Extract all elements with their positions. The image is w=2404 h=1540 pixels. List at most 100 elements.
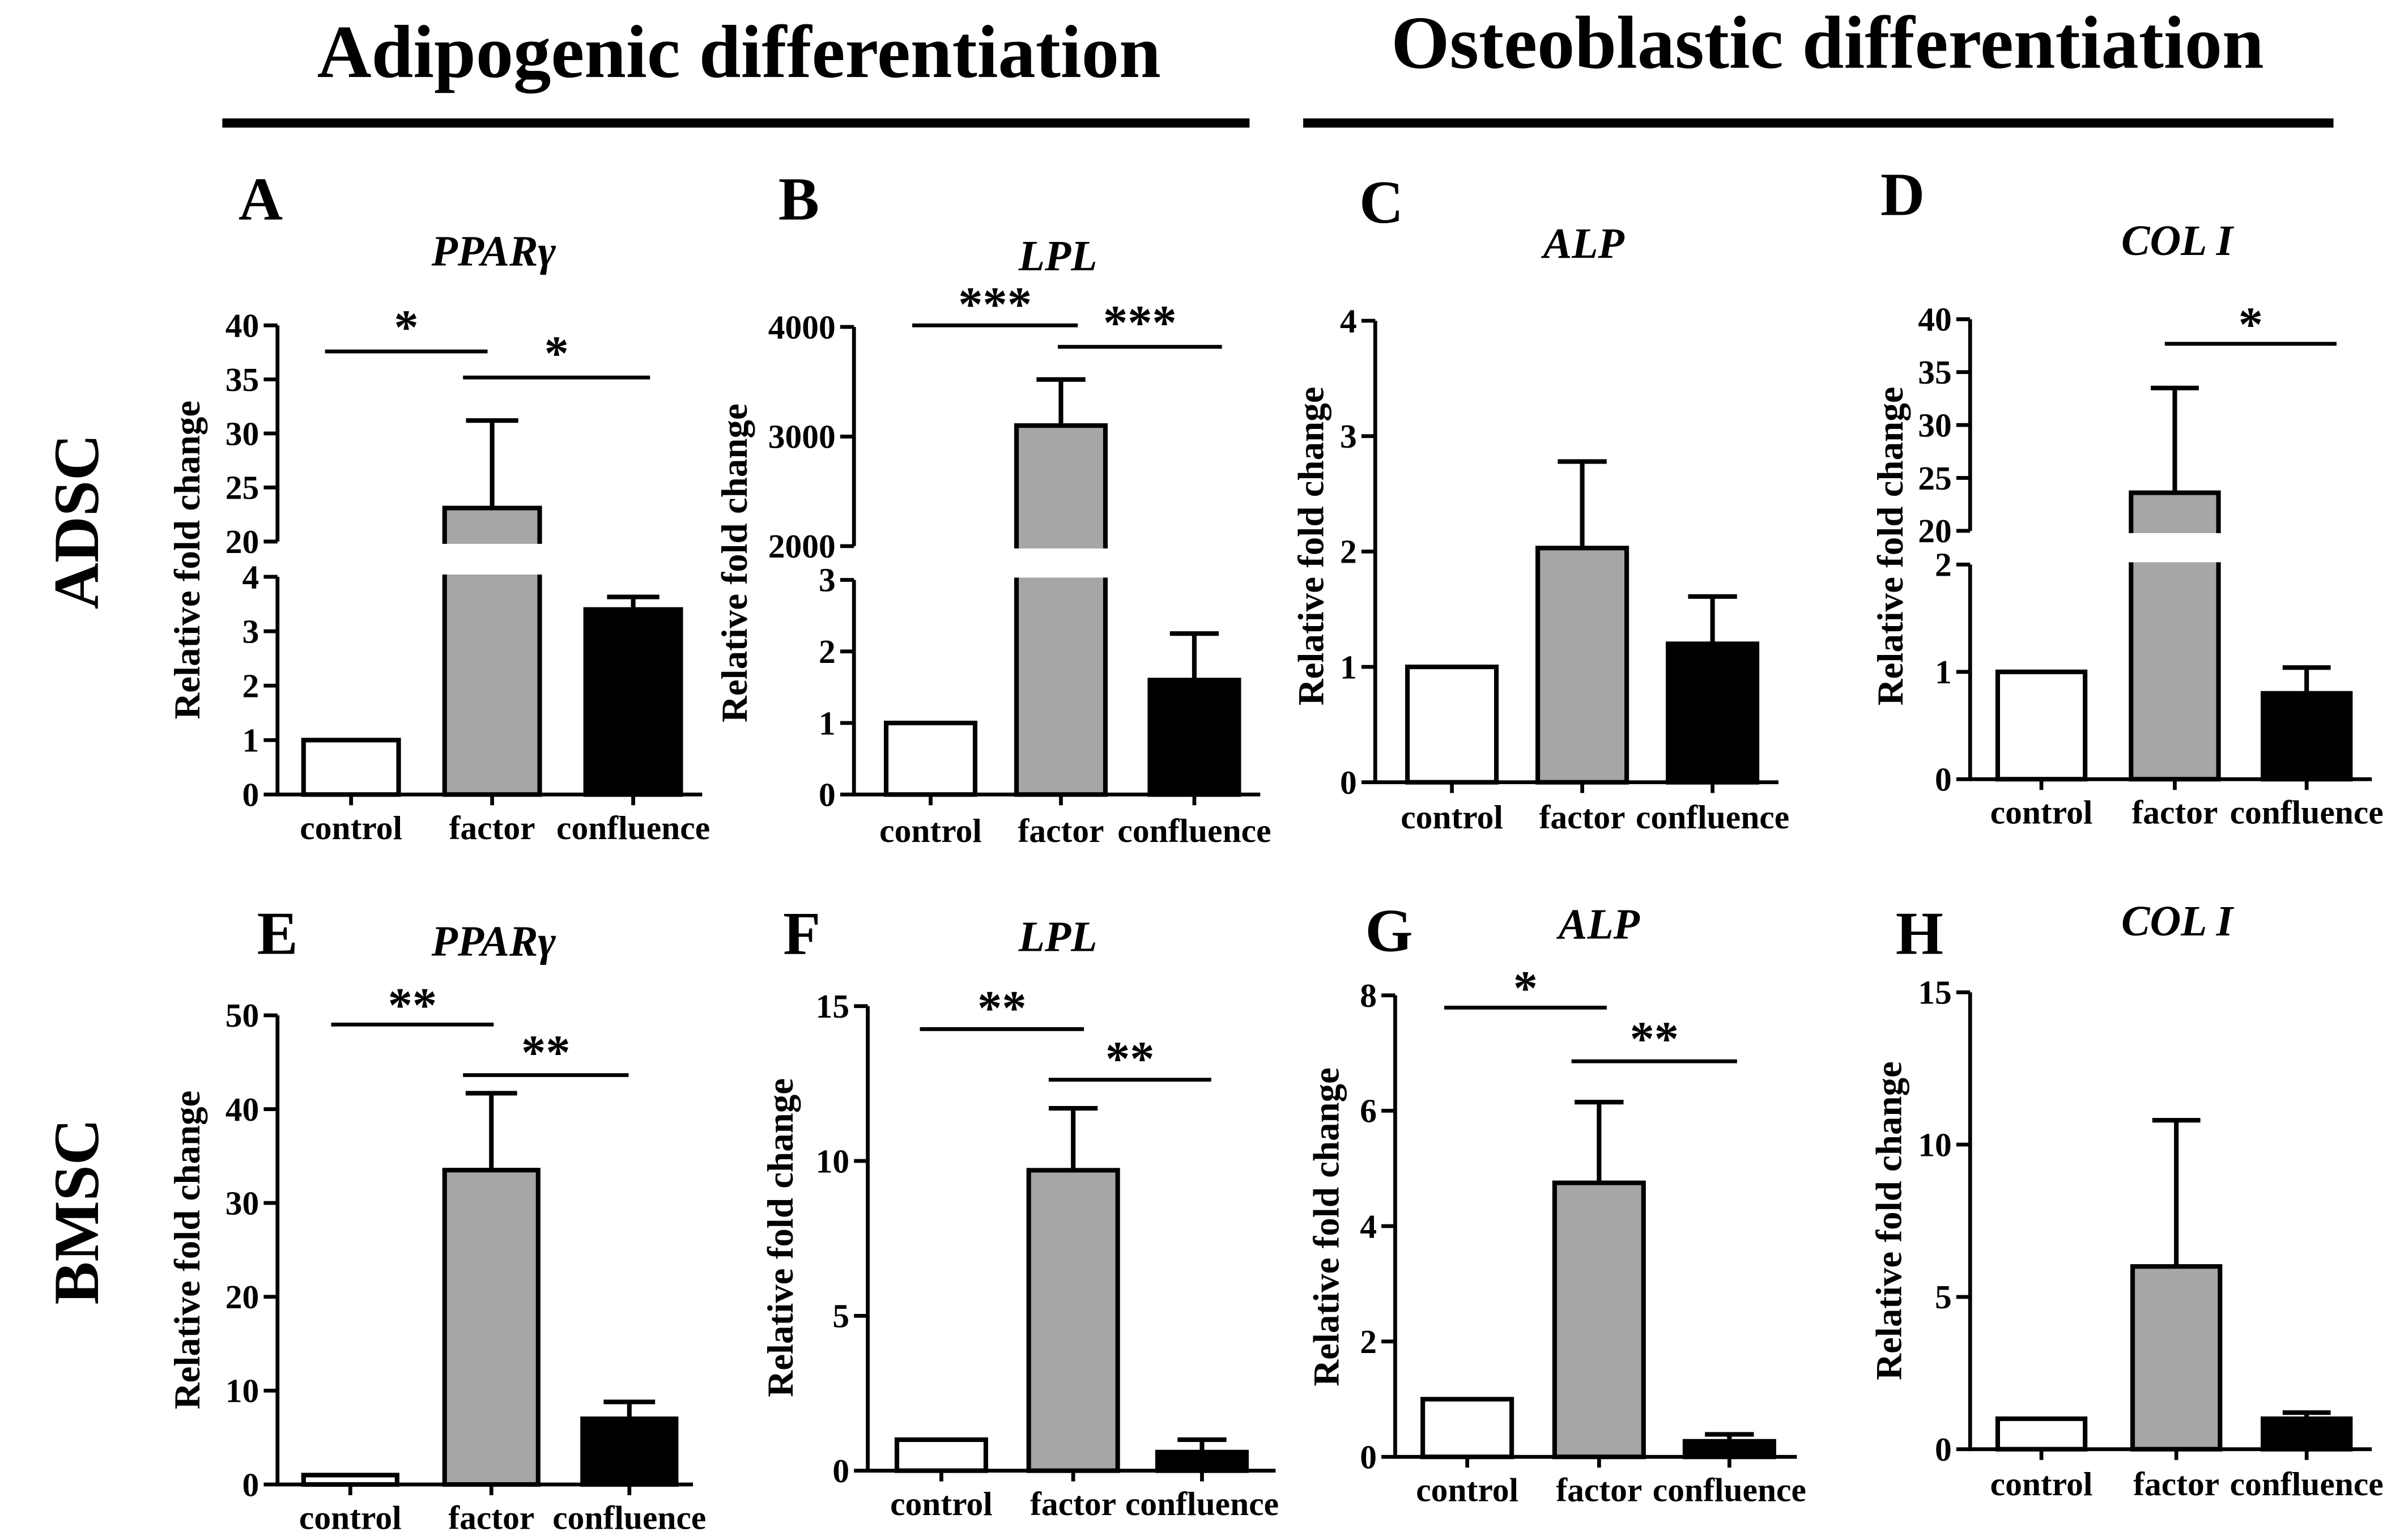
y-tick-label: 40 (225, 1091, 259, 1128)
y-tick-label: 0 (819, 776, 836, 814)
x-tick-label: factor (1018, 812, 1104, 849)
y-tick-label: 3000 (768, 418, 836, 456)
bar-factor (1026, 1168, 1120, 1473)
x-tick-label: control (300, 809, 402, 846)
y-tick-label: 0 (1360, 1439, 1377, 1476)
y-tick-label: 25 (1918, 460, 1952, 497)
bar-confluence (583, 607, 683, 797)
bar-confluence (1666, 641, 1760, 785)
y-tick-label: 10 (1918, 1126, 1952, 1163)
y-tick-label: 30 (1918, 406, 1952, 444)
y-tick-label: 20 (225, 1278, 259, 1316)
panel-title: LPL (1018, 913, 1097, 960)
x-tick-label: factor (449, 809, 535, 846)
panel-title: COL I (2121, 217, 2235, 265)
y-tick-label: 0 (1340, 764, 1357, 801)
y-tick-label: 5 (1935, 1278, 1952, 1316)
bar-control (1420, 1397, 1514, 1460)
panel-label: E (257, 900, 298, 968)
y-tick-label: 1 (242, 722, 259, 759)
y-tick-label: 10 (816, 1142, 850, 1180)
significance-label: ** (977, 981, 1027, 1035)
y-tick-label: 15 (1918, 974, 1952, 1011)
x-tick-label: factor (1556, 1471, 1642, 1509)
panel-label: C (1359, 169, 1403, 236)
y-tick-label: 1 (1935, 653, 1952, 691)
y-tick-label: 30 (225, 415, 259, 452)
bar-control (1995, 1416, 2088, 1452)
x-tick-label: confluence (2230, 794, 2384, 831)
x-tick-label: control (1990, 794, 2093, 831)
bar-factor (1552, 1180, 1646, 1460)
y-tick-label: 3 (242, 612, 259, 650)
significance-label: ** (1105, 1031, 1155, 1086)
y-axis-label: Relative fold change (1870, 387, 1911, 706)
bar-confluence (2260, 691, 2353, 782)
row-label-adsc: ADSC (41, 434, 112, 609)
significance-label: *** (958, 277, 1032, 331)
y-tick-label: 0 (1935, 1431, 1952, 1468)
significance-label: *** (1103, 296, 1177, 350)
panel-a: control factor confluence 0 1 2 3 420 25 30 35 40 * *… (167, 166, 710, 846)
x-tick-label: factor (448, 1499, 534, 1536)
y-tick-label: 0 (1935, 761, 1952, 798)
y-tick-label: 3 (819, 561, 836, 599)
bar-factor (2130, 1264, 2223, 1452)
y-axis-label: Relative fold change (714, 403, 755, 722)
y-axis-label: Relative fold change (1291, 387, 1331, 706)
axis-break-gap (438, 543, 546, 575)
y-tick-label: 1 (819, 704, 836, 742)
x-tick-label: control (1990, 1465, 2093, 1503)
panel-title: ALP (1541, 220, 1625, 267)
y-tick-label: 35 (1918, 354, 1952, 391)
x-tick-label: confluence (552, 1499, 706, 1536)
x-tick-label: factor (1030, 1485, 1116, 1522)
x-tick-label: confluence (1117, 812, 1271, 849)
y-tick-label: 0 (242, 776, 259, 814)
x-tick-label: confluence (1653, 1471, 1806, 1509)
y-tick-label: 4 (242, 558, 259, 595)
x-tick-label: confluence (556, 809, 710, 846)
panel-label: F (783, 900, 820, 968)
x-tick-label: confluence (1125, 1485, 1279, 1522)
bar-control (301, 738, 401, 797)
bar-confluence (2260, 1416, 2353, 1452)
y-tick-label: 4 (1340, 302, 1357, 339)
y-tick-label: 25 (225, 469, 259, 507)
y-tick-label: 40 (225, 307, 259, 344)
y-tick-label: 8 (1360, 977, 1377, 1014)
x-tick-label: confluence (1636, 798, 1789, 836)
significance-label: * (394, 300, 418, 355)
y-tick-label: 4000 (768, 308, 836, 346)
panel-title: COL I (2121, 897, 2235, 945)
panel-label: A (239, 166, 283, 233)
y-tick-label: 2 (1935, 546, 1952, 584)
significance-label: * (544, 326, 569, 381)
significance-label: ** (1629, 1011, 1679, 1066)
header-adipogenic: Adipogenic differentiation (317, 10, 1161, 94)
bar-factor (442, 1168, 541, 1487)
panel-title: ALP (1556, 901, 1640, 948)
y-tick-label: 0 (242, 1466, 259, 1503)
y-axis-label: Relative fold change (1306, 1067, 1347, 1386)
y-tick-label: 1 (1340, 648, 1357, 686)
x-tick-label: confluence (2230, 1465, 2384, 1503)
y-axis-label: Relative fold change (167, 1091, 208, 1410)
y-axis-label: Relative fold change (760, 1078, 801, 1397)
axis-break-gap (1010, 548, 1112, 578)
bar-confluence (580, 1416, 679, 1487)
y-tick-label: 30 (225, 1184, 259, 1222)
panel-title: PPARγ (431, 917, 556, 965)
panel-title: LPL (1018, 232, 1097, 280)
panel-label: G (1365, 897, 1413, 964)
y-axis-label: Relative fold change (167, 401, 208, 720)
panel-f: control factor confluence 0 5 10 15 ** ** F LPL Rel… (760, 900, 1279, 1522)
x-tick-label: factor (2133, 1465, 2219, 1503)
bar-factor (1535, 546, 1629, 785)
x-tick-label: control (890, 1485, 993, 1522)
y-tick-label: 15 (816, 988, 850, 1025)
